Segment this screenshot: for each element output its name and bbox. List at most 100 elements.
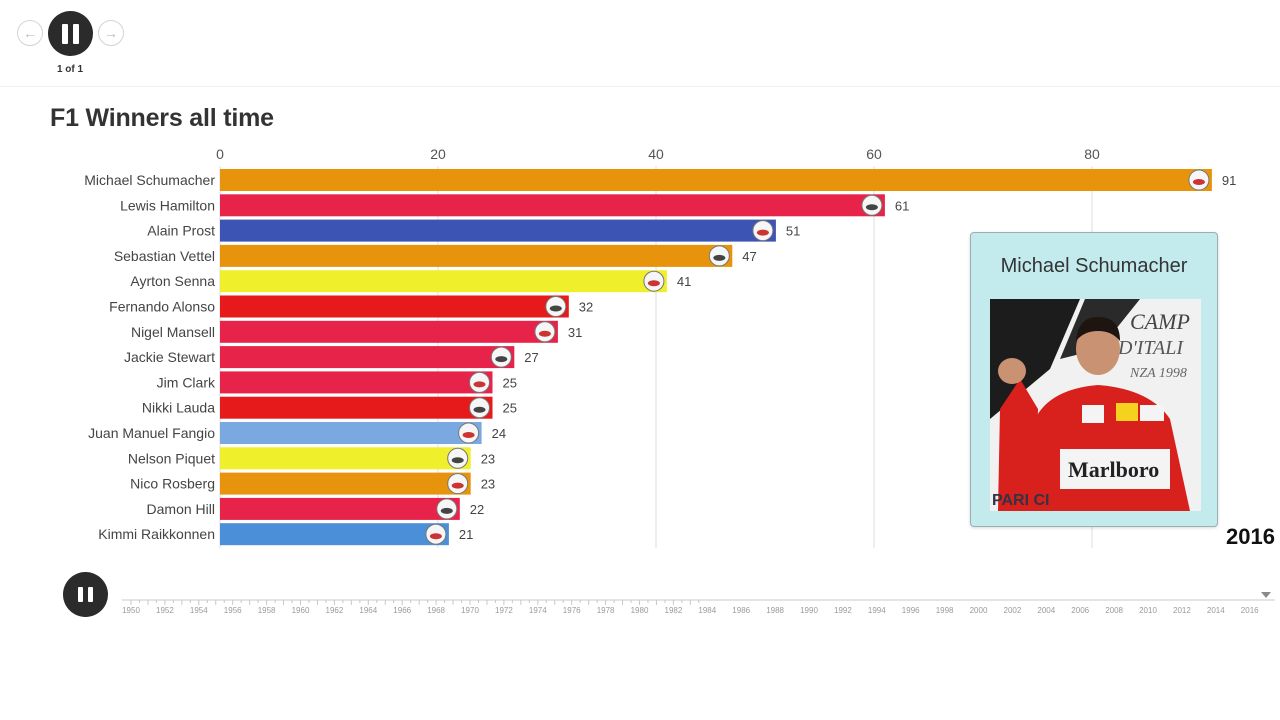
banner-text-3: NZA 1998 xyxy=(1129,366,1187,381)
value-label: 25 xyxy=(503,375,517,390)
category-label: Jackie Stewart xyxy=(124,349,215,365)
timeline-year-label: 1978 xyxy=(597,606,615,615)
category-label: Lewis Hamilton xyxy=(120,197,215,213)
arrow-right-icon: → xyxy=(104,25,118,41)
year-label: 2016 xyxy=(1226,524,1275,549)
driver-avatar-detail xyxy=(473,406,486,413)
bar xyxy=(220,447,471,470)
bar xyxy=(220,244,733,267)
value-label: 47 xyxy=(742,249,756,264)
category-label: Jim Clark xyxy=(157,374,216,390)
value-label: 27 xyxy=(524,350,538,365)
category-label: Nikki Lauda xyxy=(142,400,215,416)
timeline-year-label: 1990 xyxy=(800,606,818,615)
timeline-year-label: 2000 xyxy=(970,606,988,615)
timeline-year-label: 1988 xyxy=(766,606,784,615)
popup-driver-name: Michael Schumacher xyxy=(1000,255,1188,277)
x-tick-label: 20 xyxy=(430,146,446,162)
bar xyxy=(220,371,493,394)
label-layer: 0 20 40 60 80 Michael Schumacher 91 Lewis Hamil… xyxy=(84,146,1236,542)
timeline-year-label: 1966 xyxy=(393,606,411,615)
category-label: Nelson Piquet xyxy=(128,450,215,466)
prev-slide-button[interactable]: ← xyxy=(17,20,43,46)
timeline-year-label: 2004 xyxy=(1037,606,1055,615)
timeline-year-label: 1976 xyxy=(563,606,581,615)
timeline-year-label: 1982 xyxy=(665,606,683,615)
driver-avatar-detail xyxy=(756,229,769,236)
timeline-year-label: 1956 xyxy=(224,606,242,615)
driver-avatar-detail xyxy=(549,305,562,312)
divider xyxy=(0,86,1280,87)
timeline-year-label: 1968 xyxy=(427,606,445,615)
timeline-year-label: 1962 xyxy=(326,606,344,615)
timeline-year-label: 1980 xyxy=(631,606,649,615)
play-pause-button[interactable] xyxy=(48,11,93,56)
category-label: Nigel Mansell xyxy=(131,324,215,340)
banner-text-1: CAMP xyxy=(1130,309,1190,334)
value-label: 21 xyxy=(459,527,473,542)
timeline-year-label: 1952 xyxy=(156,606,174,615)
x-tick-label: 0 xyxy=(216,146,224,162)
chart-title: F1 Winners all time xyxy=(50,104,274,132)
bar xyxy=(220,320,558,343)
bar xyxy=(220,497,460,520)
value-label: 61 xyxy=(895,198,909,213)
timeline-year-label: 1970 xyxy=(461,606,479,615)
next-slide-button[interactable]: → xyxy=(98,20,124,46)
driver-popup-card: Michael Schumacher CAMP D'ITALI NZA 1998 xyxy=(970,232,1218,527)
arrow-left-icon: ← xyxy=(23,25,37,41)
bottom-text: PARI CI xyxy=(992,492,1049,509)
category-label: Damon Hill xyxy=(147,501,215,517)
pause-icon xyxy=(62,23,79,44)
timeline-year-label: 1974 xyxy=(529,606,547,615)
timeline-year-label: 1958 xyxy=(258,606,276,615)
timeline-year-label: 2012 xyxy=(1173,606,1191,615)
timeline-year-label: 1994 xyxy=(868,606,886,615)
bar-chart: 0 20 40 60 80 Michael Schumacher 91 Lewis Hamil… xyxy=(84,146,1236,548)
value-label: 23 xyxy=(481,477,495,492)
bar xyxy=(220,194,885,217)
page-count: 1 of 1 xyxy=(56,64,84,75)
driver-avatar-detail xyxy=(451,457,464,464)
timeline-year-label: 1972 xyxy=(495,606,513,615)
driver-avatar-detail xyxy=(495,356,508,363)
banner-text-2: D'ITALI xyxy=(1117,337,1184,359)
timeline-year-label: 1986 xyxy=(732,606,750,615)
driver-photo: CAMP D'ITALI NZA 1998 Marlboro PARI CI xyxy=(990,299,1201,511)
driver-avatar-detail xyxy=(429,533,442,540)
bar xyxy=(220,472,471,495)
bar xyxy=(220,169,1212,191)
category-label: Juan Manuel Fangio xyxy=(88,425,215,441)
value-label: 41 xyxy=(677,274,691,289)
bar xyxy=(220,346,515,369)
category-label: Fernando Alonso xyxy=(109,299,215,315)
bar xyxy=(220,523,449,546)
value-label: 23 xyxy=(481,451,495,466)
bar xyxy=(220,270,667,293)
bar xyxy=(220,295,569,318)
category-label: Sebastian Vettel xyxy=(114,248,215,264)
timeline-handle-icon xyxy=(1261,592,1271,598)
timeline-year-label: 1996 xyxy=(902,606,920,615)
value-label: 32 xyxy=(579,300,593,315)
bar-layer xyxy=(220,169,1212,546)
suit-text: Marlboro xyxy=(1068,457,1159,482)
pause-icon xyxy=(78,587,93,602)
category-label: Ayrton Senna xyxy=(130,273,215,289)
timeline-year-label: 1954 xyxy=(190,606,208,615)
x-tick-label: 40 xyxy=(648,146,664,162)
timeline-play-button[interactable] xyxy=(63,572,108,617)
timeline-year-label: 1960 xyxy=(292,606,310,615)
driver-avatar-detail xyxy=(865,204,878,211)
timeline-year-label: 2002 xyxy=(1004,606,1022,615)
driver-avatar-detail xyxy=(1192,179,1205,185)
category-label: Alain Prost xyxy=(147,223,215,239)
x-tick-label: 60 xyxy=(866,146,882,162)
driver-avatar-detail xyxy=(451,482,464,489)
timeline-year-label: 1984 xyxy=(698,606,716,615)
bar xyxy=(220,422,482,444)
driver-avatar-detail xyxy=(462,432,475,438)
category-label: Nico Rosberg xyxy=(130,476,215,492)
value-label: 22 xyxy=(470,502,484,517)
